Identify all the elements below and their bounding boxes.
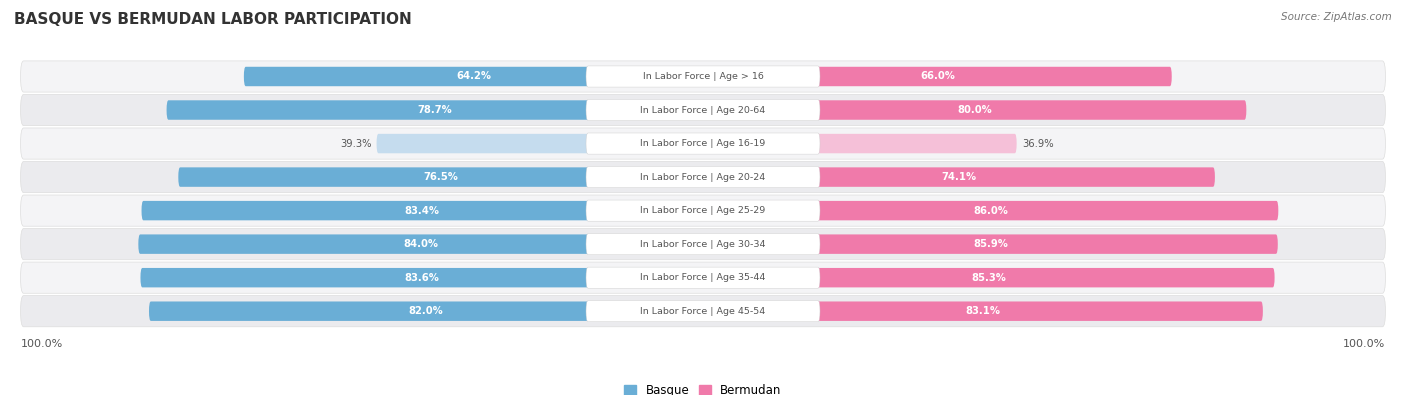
Text: 83.1%: 83.1%: [966, 306, 1001, 316]
FancyBboxPatch shape: [138, 234, 703, 254]
FancyBboxPatch shape: [166, 100, 703, 120]
Text: 86.0%: 86.0%: [973, 206, 1008, 216]
FancyBboxPatch shape: [703, 100, 1246, 120]
Text: In Labor Force | Age 20-24: In Labor Force | Age 20-24: [640, 173, 766, 182]
FancyBboxPatch shape: [142, 201, 703, 220]
FancyBboxPatch shape: [586, 167, 820, 188]
Text: 36.9%: 36.9%: [1022, 139, 1053, 149]
Text: 64.2%: 64.2%: [456, 71, 491, 81]
FancyBboxPatch shape: [243, 67, 703, 86]
FancyBboxPatch shape: [149, 301, 703, 321]
FancyBboxPatch shape: [141, 268, 703, 288]
FancyBboxPatch shape: [703, 201, 1278, 220]
Text: 76.5%: 76.5%: [423, 172, 458, 182]
Text: 84.0%: 84.0%: [404, 239, 439, 249]
Text: 66.0%: 66.0%: [920, 71, 955, 81]
FancyBboxPatch shape: [21, 229, 1385, 260]
FancyBboxPatch shape: [21, 162, 1385, 193]
FancyBboxPatch shape: [179, 167, 703, 187]
FancyBboxPatch shape: [21, 94, 1385, 126]
Text: Source: ZipAtlas.com: Source: ZipAtlas.com: [1281, 12, 1392, 22]
Legend: Basque, Bermudan: Basque, Bermudan: [624, 384, 782, 395]
Text: In Labor Force | Age 45-54: In Labor Force | Age 45-54: [640, 307, 766, 316]
Text: 80.0%: 80.0%: [957, 105, 993, 115]
FancyBboxPatch shape: [21, 61, 1385, 92]
Text: In Labor Force | Age 20-64: In Labor Force | Age 20-64: [640, 105, 766, 115]
Text: 100.0%: 100.0%: [1343, 339, 1385, 349]
Text: 85.9%: 85.9%: [973, 239, 1008, 249]
FancyBboxPatch shape: [21, 128, 1385, 159]
FancyBboxPatch shape: [703, 301, 1263, 321]
FancyBboxPatch shape: [586, 301, 820, 322]
Text: 100.0%: 100.0%: [21, 339, 63, 349]
Text: 82.0%: 82.0%: [409, 306, 443, 316]
FancyBboxPatch shape: [703, 67, 1171, 86]
FancyBboxPatch shape: [703, 234, 1278, 254]
FancyBboxPatch shape: [21, 262, 1385, 293]
FancyBboxPatch shape: [586, 100, 820, 120]
Text: 39.3%: 39.3%: [340, 139, 371, 149]
FancyBboxPatch shape: [703, 268, 1275, 288]
Text: In Labor Force | Age 30-34: In Labor Force | Age 30-34: [640, 240, 766, 248]
FancyBboxPatch shape: [21, 195, 1385, 226]
Text: BASQUE VS BERMUDAN LABOR PARTICIPATION: BASQUE VS BERMUDAN LABOR PARTICIPATION: [14, 12, 412, 27]
Text: In Labor Force | Age 35-44: In Labor Force | Age 35-44: [640, 273, 766, 282]
FancyBboxPatch shape: [586, 200, 820, 221]
Text: 74.1%: 74.1%: [942, 172, 977, 182]
Text: 83.4%: 83.4%: [405, 206, 440, 216]
Text: In Labor Force | Age 25-29: In Labor Force | Age 25-29: [640, 206, 766, 215]
Text: In Labor Force | Age 16-19: In Labor Force | Age 16-19: [640, 139, 766, 148]
FancyBboxPatch shape: [21, 295, 1385, 327]
FancyBboxPatch shape: [586, 66, 820, 87]
FancyBboxPatch shape: [586, 133, 820, 154]
FancyBboxPatch shape: [703, 167, 1215, 187]
Text: 85.3%: 85.3%: [972, 273, 1007, 283]
FancyBboxPatch shape: [703, 134, 1017, 153]
FancyBboxPatch shape: [377, 134, 703, 153]
FancyBboxPatch shape: [586, 267, 820, 288]
Text: 78.7%: 78.7%: [418, 105, 453, 115]
Text: In Labor Force | Age > 16: In Labor Force | Age > 16: [643, 72, 763, 81]
Text: 83.6%: 83.6%: [405, 273, 439, 283]
FancyBboxPatch shape: [586, 233, 820, 255]
